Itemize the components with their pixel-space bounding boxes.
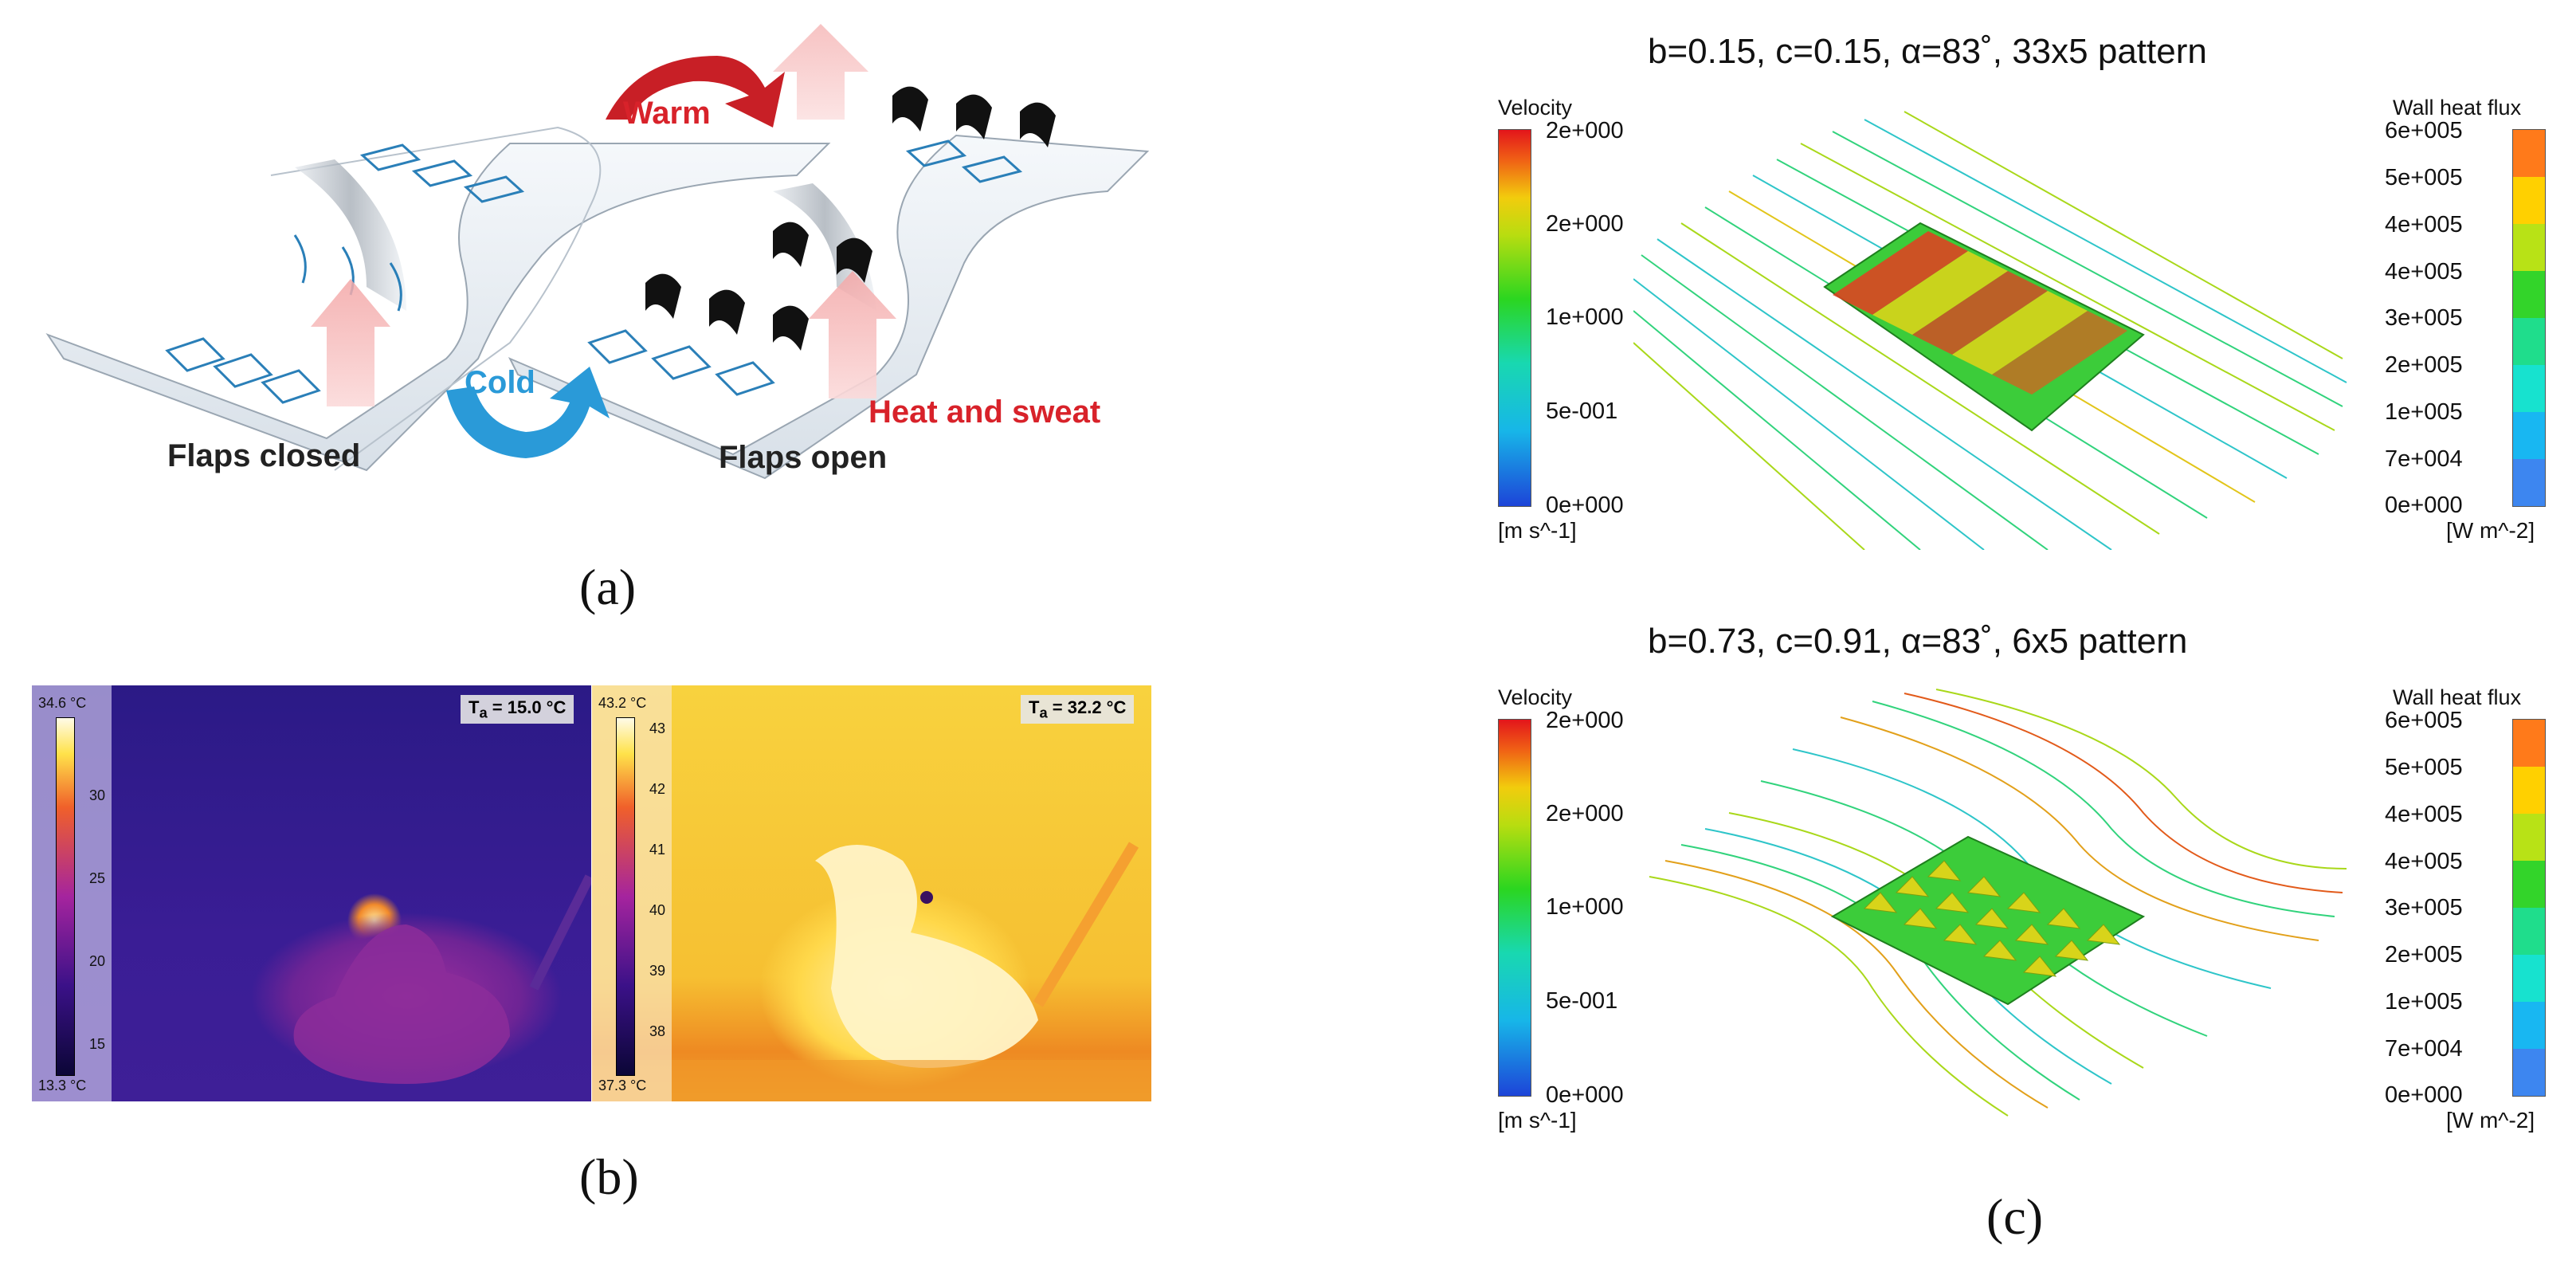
velocity-tick: 2e+000 — [1546, 118, 1624, 143]
velocity-tick: 5e-001 — [1546, 398, 1618, 424]
flaps-closed-label: Flaps closed — [167, 438, 361, 473]
panel-a: Warm Cold Heat and sweat Flaps closed Fl… — [32, 24, 1163, 534]
heat-flux-tick: 7e+004 — [2385, 1036, 2463, 1062]
heat-flux-tick: 2e+005 — [2385, 942, 2463, 968]
heat-flux-tick: 2e+005 — [2385, 352, 2463, 378]
thermal-shape-cold — [293, 874, 591, 1084]
cold-arrow — [446, 367, 610, 458]
scale-bar-warm — [616, 717, 635, 1076]
tick-cold: 30 — [89, 787, 106, 803]
heat-flux-tick: 6e+005 — [2385, 118, 2463, 143]
thermal-image-cold: 34.6 °C 13.3 °C 30 25 20 15 Ta = 15.0 °C — [32, 685, 591, 1101]
heat-flux-tick: 5e+005 — [2385, 755, 2463, 780]
velocity-colorbar-1 — [1498, 129, 1531, 507]
tick-cold: 15 — [89, 1036, 106, 1052]
tick-warm: 42 — [649, 781, 666, 797]
heat-flux-tick: 6e+005 — [2385, 708, 2463, 733]
tick-warm: 41 — [649, 842, 666, 858]
velocity-tick: 1e+000 — [1546, 894, 1624, 920]
heat-sweat-label: Heat and sweat — [868, 395, 1101, 430]
velocity-tick: 1e+000 — [1546, 304, 1624, 330]
heat-flux-colorbar-2 — [2512, 719, 2546, 1097]
velocity-tick: 5e-001 — [1546, 988, 1618, 1014]
cfd-plot-2-streamlines — [1649, 689, 2347, 1117]
tick-cold: 25 — [89, 870, 106, 886]
tick-warm: 40 — [649, 902, 666, 918]
velocity-legend-1-title: Velocity — [1498, 96, 1573, 120]
tick-cold: 20 — [89, 953, 106, 969]
velocity-tick: 0e+000 — [1546, 493, 1624, 518]
heat-flux-tick: 4e+005 — [2385, 212, 2463, 237]
sheet-open — [508, 134, 1150, 480]
heat-flux-tick: 5e+005 — [2385, 165, 2463, 190]
velocity-colorbar-2 — [1498, 719, 1531, 1097]
heat-flux-colorbar-1 — [2512, 129, 2546, 507]
ambient-temp-cold: Ta = 15.0 °C — [461, 695, 574, 724]
panel-b: 34.6 °C 13.3 °C 30 25 20 15 Ta = 15.0 °C… — [32, 685, 1151, 1101]
scale-min-cold: 13.3 °C — [38, 1078, 87, 1093]
heat-flux-unit-1: [W m^-2] — [2446, 518, 2535, 543]
heat-flux-legend-2-title: Wall heat flux — [2393, 685, 2522, 709]
closed-flap-outlines — [165, 143, 525, 404]
velocity-tick: 2e+000 — [1546, 211, 1624, 237]
heat-flux-tick: 0e+000 — [2385, 493, 2463, 518]
heat-flux-tick: 4e+005 — [2385, 802, 2463, 827]
warm-label: Warm — [623, 96, 711, 131]
heat-arrows — [311, 24, 896, 406]
open-flaps — [645, 86, 1056, 351]
ambient-temp-warm: Ta = 32.2 °C — [1021, 695, 1135, 724]
heat-flux-tick: 0e+000 — [2385, 1082, 2463, 1108]
caption-b: (b) — [579, 1148, 639, 1205]
heat-flux-tick: 3e+005 — [2385, 895, 2463, 921]
cold-label: Cold — [465, 365, 535, 400]
ambient-temp-cold-value: 15.0 °C — [507, 697, 567, 717]
heat-flux-legend-1-title: Wall heat flux — [2393, 96, 2522, 120]
warm-arrow — [606, 56, 785, 128]
heat-flux-tick: 7e+004 — [2385, 446, 2463, 472]
tick-warm: 43 — [649, 720, 666, 736]
scale-max-cold: 34.6 °C — [38, 695, 87, 711]
scale-bar-cold — [56, 717, 75, 1076]
flaps-diagram — [45, 24, 1150, 480]
cfd-plot-1-surface — [1823, 222, 2145, 432]
ambient-temp-warm-value: 32.2 °C — [1067, 697, 1127, 717]
cfd-plot-1-title: b=0.15, c=0.15, α=83˚, 33x5 pattern — [1648, 32, 2207, 71]
sheet-closed — [45, 143, 831, 472]
caption-a: (a) — [579, 559, 637, 615]
thermal-shape-warm — [592, 842, 1151, 1101]
cfd-plot-1-streamlines — [1633, 111, 2347, 550]
scale-min-warm: 37.3 °C — [598, 1078, 647, 1093]
flaps-open-label: Flaps open — [719, 440, 888, 475]
velocity-unit-2: [m s^-1] — [1498, 1108, 1577, 1132]
velocity-tick: 2e+000 — [1546, 801, 1624, 826]
scale-max-warm: 43.2 °C — [598, 695, 647, 711]
tick-warm: 39 — [649, 963, 666, 979]
heat-flux-unit-2: [W m^-2] — [2446, 1108, 2535, 1132]
heat-flux-tick: 4e+005 — [2385, 259, 2463, 285]
velocity-tick: 0e+000 — [1546, 1082, 1624, 1108]
cfd-plot-2-title: b=0.73, c=0.91, α=83˚, 6x5 pattern — [1648, 622, 2188, 661]
tick-warm: 38 — [649, 1023, 666, 1039]
caption-c: (c) — [1986, 1188, 2044, 1245]
heat-flux-tick: 1e+005 — [2385, 989, 2463, 1015]
velocity-unit-1: [m s^-1] — [1498, 518, 1577, 543]
heat-flux-tick: 3e+005 — [2385, 305, 2463, 331]
velocity-tick: 2e+000 — [1546, 708, 1624, 733]
cfd-plot-2-surface — [1830, 835, 2146, 1006]
heat-flux-tick: 4e+005 — [2385, 849, 2463, 874]
thermal-image-warm: 43.2 °C 37.3 °C 43 42 41 40 39 38 Ta = 3… — [592, 685, 1151, 1101]
velocity-legend-2-title: Velocity — [1498, 685, 1573, 709]
heat-flux-tick: 1e+005 — [2385, 399, 2463, 425]
